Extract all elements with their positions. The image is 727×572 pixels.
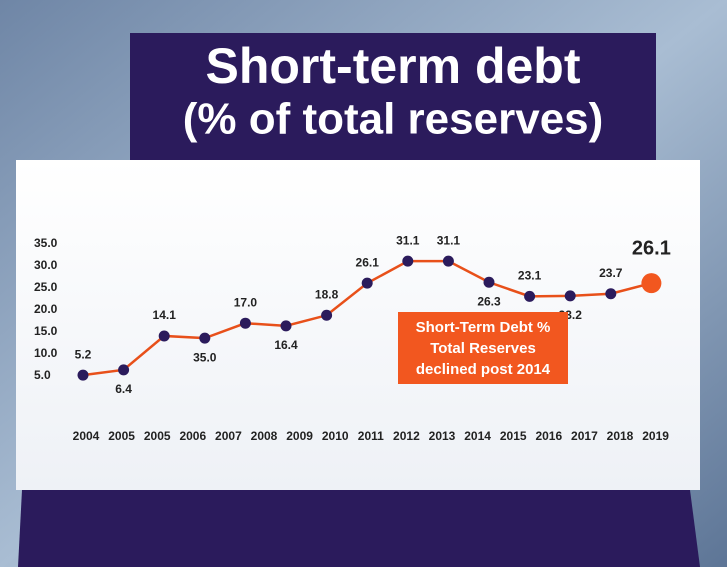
x-tick-label: 2009 [286,429,313,443]
chart-title: Short-term debt [206,38,581,94]
x-tick-label: 2018 [607,429,634,443]
data-point [77,369,89,381]
data-point [442,255,454,267]
x-tick-label: 2017 [571,429,598,443]
y-tick-label: 20.0 [34,302,58,316]
x-tick-label: 2004 [73,429,100,443]
data-label: 35.0 [193,350,217,364]
data-point [524,290,536,302]
y-tick-label: 5.0 [34,368,51,382]
annotation-text: Short-Term Debt % [416,319,551,336]
data-label: 31.1 [437,233,461,247]
x-tick-label: 2005 [108,429,135,443]
x-tick-label: 2010 [322,429,349,443]
y-tick-label: 35.0 [34,236,58,250]
x-tick-label: 2016 [535,429,562,443]
y-tick-label: 30.0 [34,258,58,272]
y-tick-label: 15.0 [34,324,58,338]
x-tick-label: 2014 [464,429,491,443]
data-point [402,255,414,267]
y-tick-label: 10.0 [34,346,58,360]
data-label: 17.0 [234,295,258,309]
x-tick-label: 2006 [179,429,206,443]
data-label: 16.4 [274,338,298,352]
y-tick-label: 25.0 [34,280,58,294]
data-label: 6.4 [115,382,132,396]
x-tick-label: 2005 [144,429,171,443]
data-point [605,288,617,300]
data-label: 26.1 [356,255,380,269]
data-label: 26.3 [477,294,501,308]
chart-subtitle: (% of total reserves) [183,95,604,144]
chart-panel [16,160,700,490]
data-label: 31.1 [396,233,420,247]
data-point [483,276,495,288]
annotation-text: Total Reserves [430,340,536,357]
data-label: 23.1 [518,269,542,283]
data-label: 5.2 [75,347,92,361]
x-tick-label: 2011 [358,429,384,443]
data-point [118,364,130,376]
data-point [321,309,333,321]
data-point [280,320,292,332]
data-point [158,330,170,342]
x-tick-label: 2012 [393,429,420,443]
data-label: 14.1 [153,308,177,322]
data-point [564,290,576,302]
data-label: 18.8 [315,287,339,301]
highlight-label: 26.1 [632,237,671,259]
highlight-point [641,273,662,294]
annotation-box [398,312,568,384]
title-box [130,33,656,161]
x-tick-label: 2008 [251,429,278,443]
data-point [199,332,211,344]
data-label: 23.7 [599,266,623,280]
bottom-band [18,490,700,567]
annotation-text: declined post 2014 [416,361,551,378]
data-point [239,317,251,329]
x-tick-label: 2013 [429,429,456,443]
data-point [361,277,373,289]
x-tick-label: 2007 [215,429,242,443]
x-tick-label: 2015 [500,429,527,443]
x-tick-label: 2019 [642,429,669,443]
